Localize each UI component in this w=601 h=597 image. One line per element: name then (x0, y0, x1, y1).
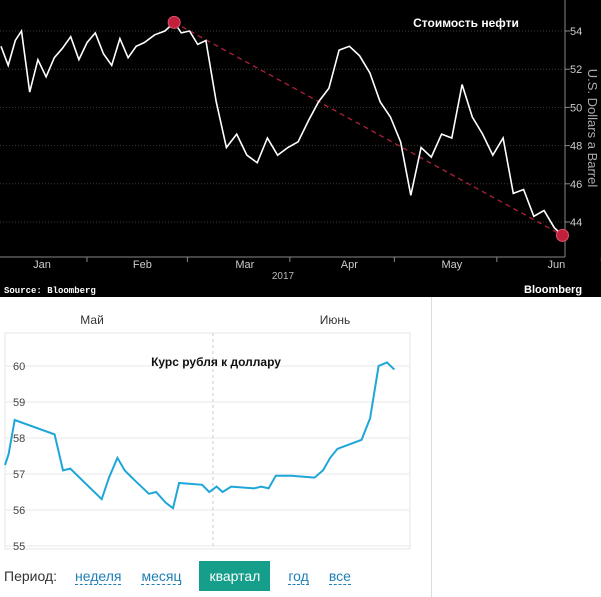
oil-chart-title: Стоимость нефти (413, 16, 519, 30)
period-option-year[interactable]: год (288, 567, 309, 585)
oil-y-tick-label: 52 (570, 64, 582, 76)
oil-x-tick-label: Jun (547, 259, 565, 271)
oil-start-marker (167, 15, 181, 29)
oil-x-tick-label: Apr (341, 259, 358, 271)
period-option-week[interactable]: неделя (75, 567, 122, 585)
ruble-y-tick-labels: 55 56 57 58 59 60 (13, 361, 25, 553)
oil-price-series-line (0, 21, 564, 236)
oil-y-tick-label: 48 (570, 141, 582, 153)
ruble-gridlines (4, 332, 411, 550)
oil-x-tick-label: Feb (133, 259, 152, 271)
period-selector: Период: неделя месяц квартал год все (0, 555, 432, 597)
oil-y-tick-label: 46 (570, 179, 582, 191)
oil-y-tick-label: 54 (570, 26, 582, 38)
ruble-y-tick-label: 57 (13, 469, 25, 481)
oil-end-marker (555, 228, 569, 242)
ruble-plot-frame (4, 332, 411, 550)
ruble-y-tick-label: 60 (13, 361, 25, 373)
oil-y-tick-label: 50 (570, 102, 582, 114)
oil-x-tick-label: Jan (33, 259, 51, 271)
oil-y-axis-label: U.S. Dollars a Barrel (585, 69, 600, 188)
oil-trend-line (173, 21, 563, 236)
ruble-y-tick-label: 58 (13, 433, 25, 445)
ruble-y-tick-label: 59 (13, 397, 25, 409)
oil-source-label: Source: Bloomberg (4, 286, 96, 296)
oil-markers (167, 15, 569, 242)
ruble-rate-chart: 55 56 57 58 59 60 Май Июнь Курс рубля к доллар… (4, 313, 411, 553)
oil-x-tick-label: Mar (235, 259, 254, 271)
ruble-x-month-labels: Май Июнь (80, 313, 350, 327)
oil-y-tick-label: 44 (570, 217, 582, 229)
oil-price-chart: 44 46 48 50 52 54 Jan Feb Mar Apr May Jun Стоимост… (0, 0, 601, 297)
oil-gridlines (0, 0, 570, 258)
ruble-chart-title: Курс рубля к доллару (151, 355, 281, 369)
right-panel-divider (431, 297, 432, 597)
oil-x-axis-year: 2017 (272, 271, 295, 282)
period-option-quarter[interactable]: квартал (199, 561, 271, 591)
ruble-x-month-label: Май (80, 313, 104, 327)
bloomberg-logo: Bloomberg (524, 284, 582, 296)
ruble-rate-series-line (4, 361, 396, 510)
period-option-month[interactable]: месяц (141, 567, 182, 585)
oil-x-tick-label: May (441, 259, 462, 271)
oil-chart-background (0, 0, 601, 297)
ruble-x-month-label: Июнь (320, 313, 351, 327)
period-option-all[interactable]: все (328, 567, 351, 585)
ruble-y-tick-label: 56 (13, 505, 25, 517)
oil-x-tick-labels: Jan Feb Mar Apr May Jun (33, 257, 601, 271)
period-label: Период: (4, 568, 57, 584)
ruble-y-tick-label: 55 (13, 541, 25, 553)
oil-y-tick-labels: 44 46 48 50 52 54 (570, 26, 582, 229)
